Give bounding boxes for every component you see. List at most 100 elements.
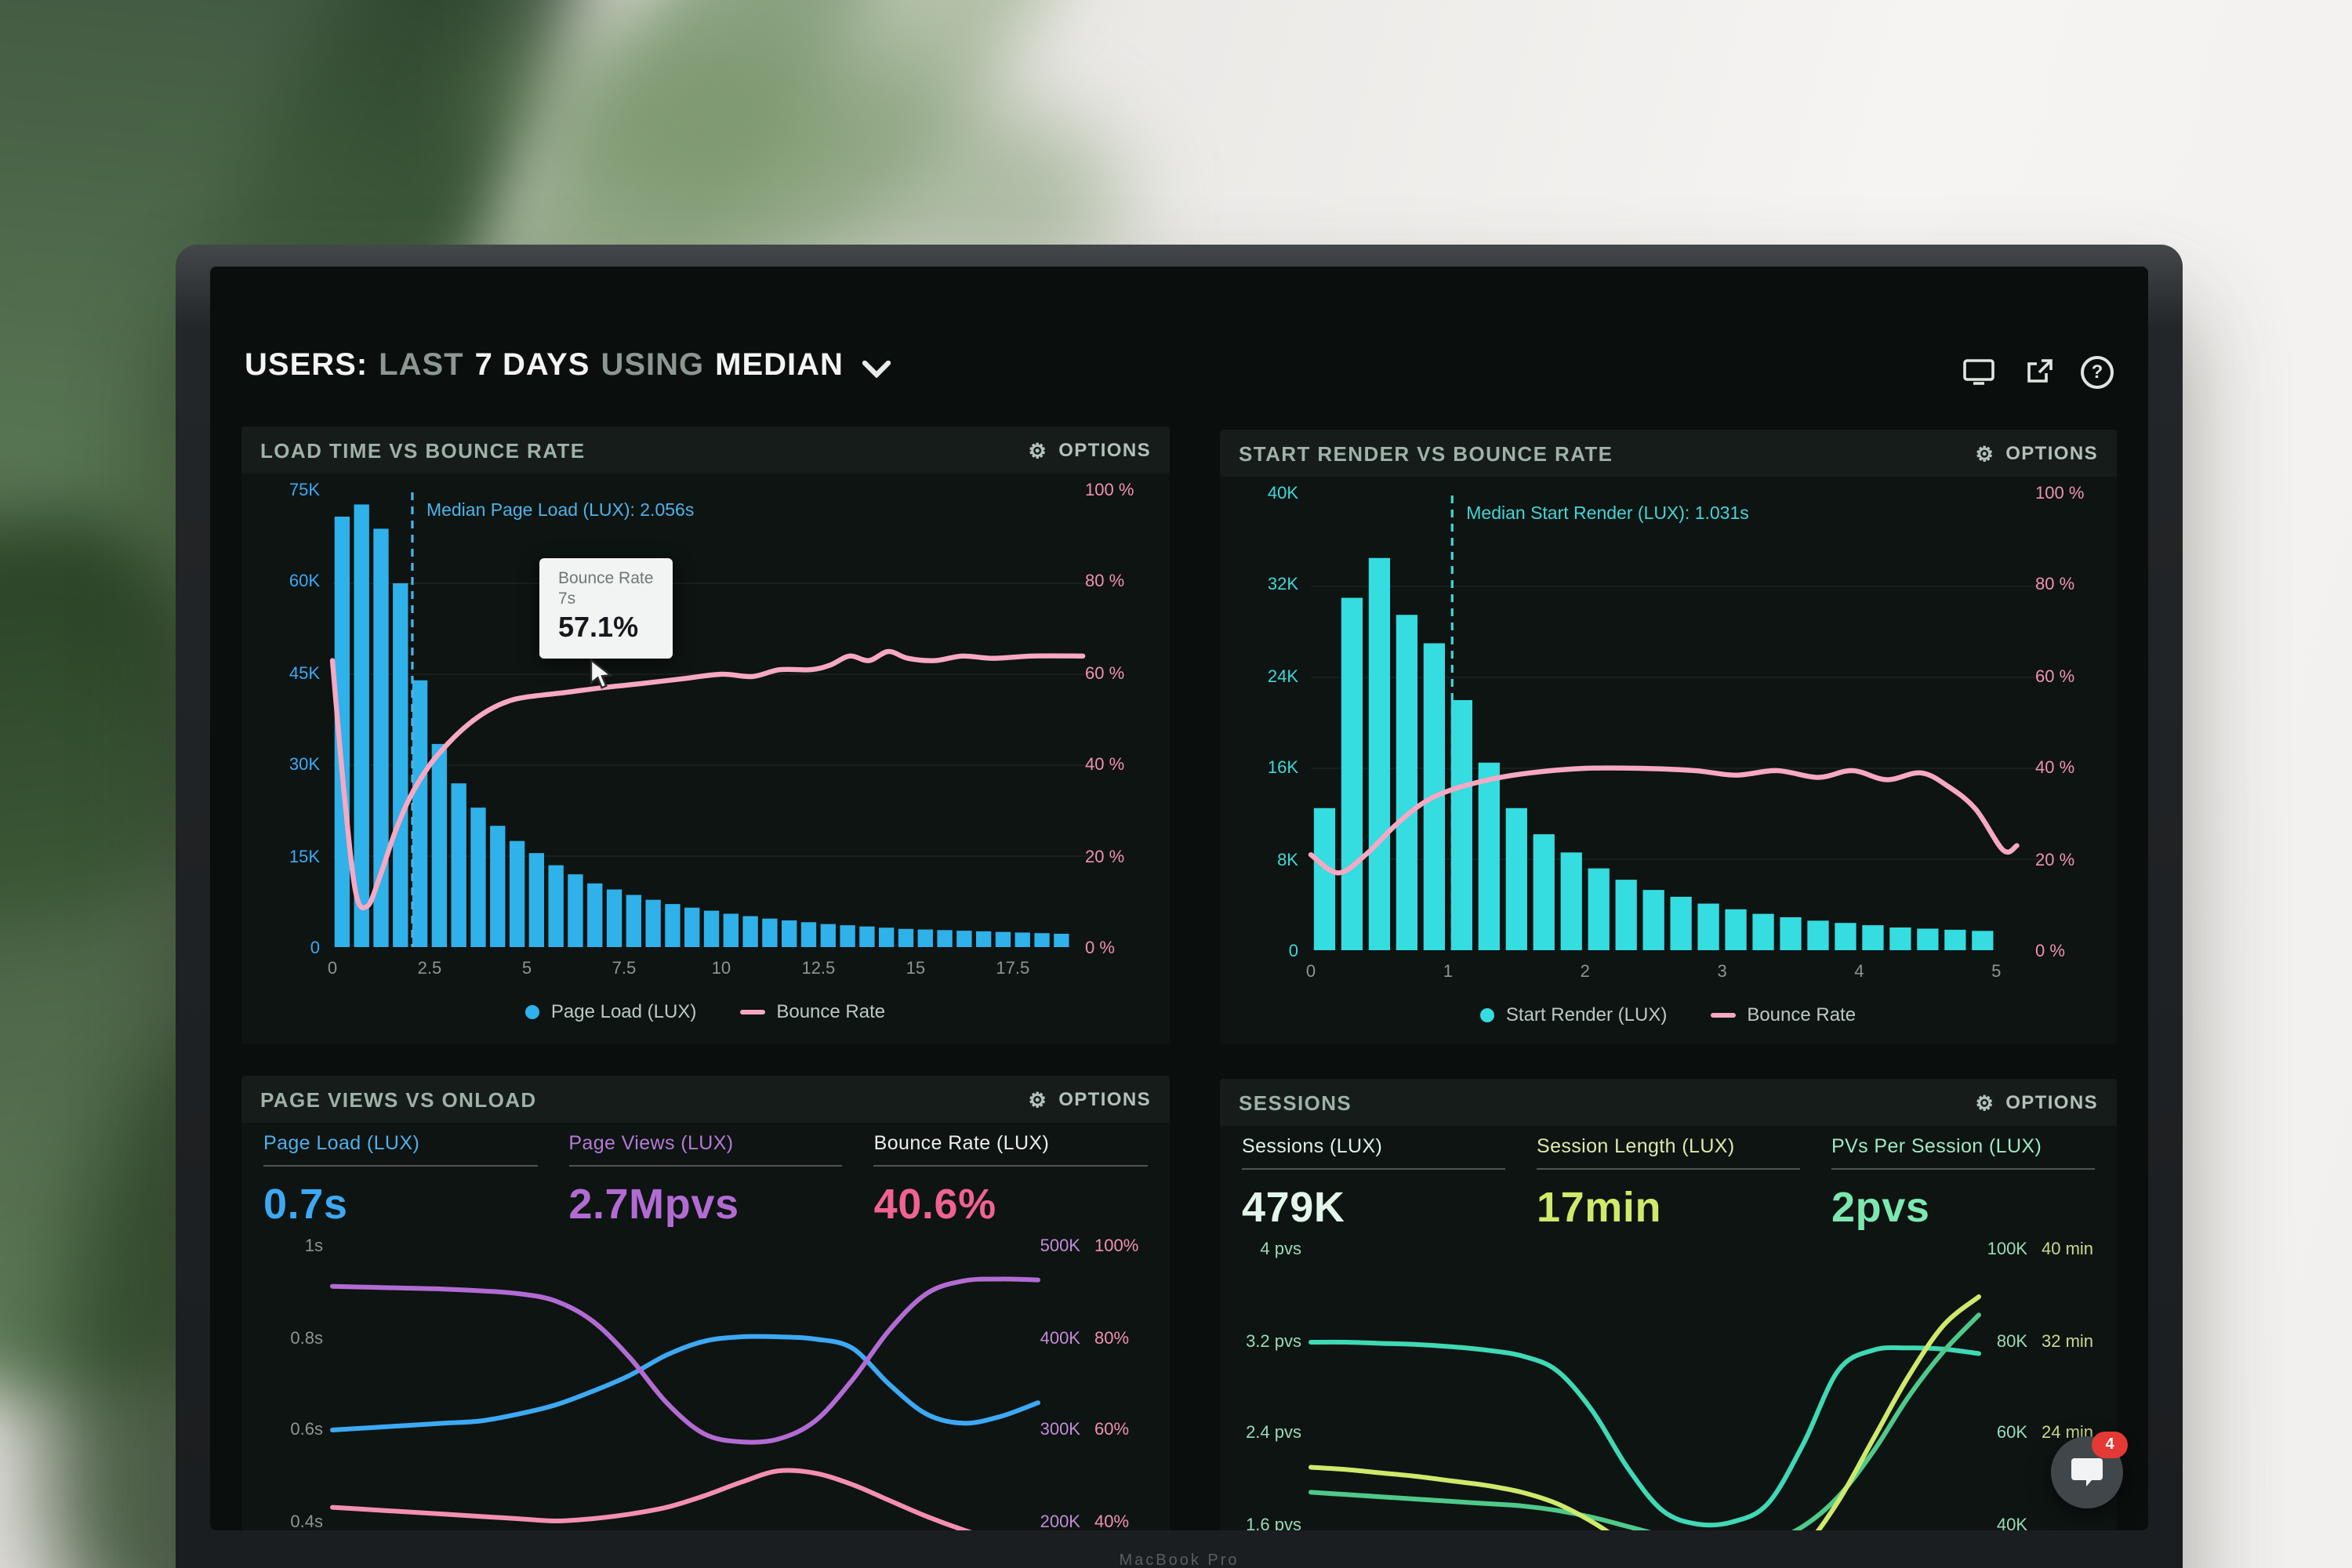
y-axis-left: 1s 0.8s 0.6s 0.4s (251, 1237, 323, 1530)
axis-tick: 0 % (1085, 938, 1115, 958)
options-button[interactable]: ⚙ OPTIONS (1028, 439, 1151, 461)
mouse-cursor (590, 659, 613, 689)
chart-plot[interactable] (329, 492, 1094, 947)
axis-tick-row: 40K (1974, 1516, 2107, 1530)
axis-tick: 16K (1267, 759, 1298, 779)
metric-row: Sessions (LUX) 479K Session Length (LUX) 1… (1242, 1135, 2095, 1232)
chevron-down-icon (862, 360, 891, 377)
axis-tick: 2.5 (417, 960, 442, 978)
axis-tick-row: 100K 40 min (1974, 1240, 2107, 1259)
options-button[interactable]: ⚙ OPTIONS (1975, 1091, 2098, 1113)
help-glyph: ? (2091, 361, 2103, 383)
axis-tick: 0 (310, 938, 320, 958)
axis-tick: 32 min (2042, 1332, 2094, 1352)
axis-tick: 20 % (2035, 851, 2075, 870)
axis-tick: 0 (1288, 942, 1298, 961)
dashboard-screen: USERS: LAST 7 DAYS USING MEDIAN ? LOAD T… (210, 267, 2148, 1530)
legend-item: Start Render (LUX) (1480, 1004, 1668, 1025)
help-icon[interactable]: ? (2081, 355, 2114, 388)
y-axis-left: 75K 60K 45K 30K 15K 0 (248, 481, 320, 958)
legend-label: Start Render (LUX) (1505, 1004, 1668, 1025)
axis-tick: 60K (1996, 1424, 2027, 1443)
header-days: 7 DAYS (474, 348, 590, 383)
axis-tick: 0.6s (290, 1421, 323, 1440)
axis-tick: 200K (1040, 1512, 1080, 1530)
axis-tick: 24K (1267, 667, 1298, 687)
series-line-swatch (1711, 1012, 1737, 1017)
x-axis: 0 2.5 5 7.5 10 12.5 15 17.5 (241, 960, 1170, 982)
sessions-lux--line (1308, 1312, 1981, 1530)
metric-label: PVs Per Session (LUX) (1831, 1135, 2095, 1170)
options-label: OPTIONS (1058, 1088, 1151, 1110)
panel-page-views-vs-onload: PAGE VIEWS VS ONLOAD ⚙ OPTIONS Page Load … (241, 1076, 1170, 1530)
series-line-swatch (740, 1009, 766, 1014)
metric-value: 0.7s (263, 1181, 348, 1228)
chart-plot[interactable] (330, 1239, 1040, 1530)
bounce-rate-line (1308, 765, 2020, 876)
chart-legend: Start Render (LUX) Bounce Rate (1220, 1004, 2117, 1025)
metric-value: 40.6% (873, 1181, 996, 1228)
axis-tick: 40K (1267, 485, 1298, 503)
bounce-rate-line (330, 1468, 972, 1530)
y-axis-left: 4 pvs 3.2 pvs 2.4 pvs 1.6 pvs (1229, 1240, 1301, 1530)
axis-tick: 12.5 (801, 960, 836, 978)
axis-tick: 30K (289, 756, 320, 775)
metric-row: Page Load (LUX) 0.7s Page Views (LUX) 2.7M… (263, 1132, 1148, 1229)
chat-launcher-button[interactable]: 4 (2051, 1432, 2128, 1508)
axis-tick: 40 min (2042, 1240, 2094, 1259)
metric-label: Bounce Rate (LUX) (873, 1132, 1148, 1167)
axis-tick: 100K (1987, 1240, 2027, 1259)
median-annotation: Median Page Load (LUX): 2.056s (426, 502, 695, 521)
axis-tick: 7.5 (612, 960, 637, 978)
axis-tick: 1.6 pvs (1246, 1515, 1301, 1530)
axis-tick: 40 % (2035, 759, 2075, 779)
metric-value: 2pvs (1831, 1184, 1930, 1231)
display-icon[interactable] (1962, 354, 1996, 389)
tooltip-value: 57.1% (558, 612, 639, 643)
y-axis-right: 100 % 80 % 60 % 40 % 20 % 0 % (2035, 485, 2114, 961)
page-load-lux--line (330, 1334, 1040, 1432)
options-label: OPTIONS (2005, 1091, 2098, 1113)
options-button[interactable]: ⚙ OPTIONS (1975, 442, 2098, 464)
metric-value: 2.7Mpvs (568, 1181, 739, 1228)
axis-tick: 100 % (2035, 485, 2085, 503)
gear-icon: ⚙ (1975, 441, 1995, 465)
chart-plot[interactable] (1308, 495, 2042, 950)
panel-header: PAGE VIEWS VS ONLOAD ⚙ OPTIONS (241, 1076, 1170, 1123)
session-length-lux--line (1308, 1294, 1981, 1530)
axis-tick: 40% (1094, 1512, 1130, 1530)
axis-tick: 15K (289, 848, 320, 867)
axis-tick: 0 (327, 960, 338, 978)
axis-tick: 80 % (2035, 575, 2075, 595)
page-views-lux--line (330, 1276, 1040, 1445)
axis-tick: 5 (1991, 963, 2002, 982)
chart-legend: Page Load (LUX) Bounce Rate (241, 1000, 1170, 1022)
axis-tick: 8K (1277, 851, 1298, 870)
header-last: LAST (379, 348, 464, 383)
bars-start_render_vs_bounce_rate (1313, 557, 1994, 950)
axis-tick: 5 (521, 960, 532, 978)
panel-title: SESSIONS (1239, 1091, 1352, 1114)
users-median-dropdown[interactable]: USERS: LAST 7 DAYS USING MEDIAN (245, 348, 891, 384)
laptop: USERS: LAST 7 DAYS USING MEDIAN ? LOAD T… (176, 245, 2183, 1568)
axis-tick: 40K (1996, 1515, 2027, 1530)
chat-bubble-icon (2071, 1458, 2103, 1486)
median-annotation: Median Start Render (LUX): 1.031s (1466, 505, 1749, 524)
tooltip-series-key: 7s (558, 590, 576, 608)
legend-label: Bounce Rate (1747, 1004, 1857, 1025)
notification-badge: 4 (2092, 1432, 2128, 1458)
share-icon[interactable] (2021, 354, 2056, 389)
options-button[interactable]: ⚙ OPTIONS (1028, 1088, 1151, 1110)
panel-start-render-vs-bounce-rate: START RENDER VS BOUNCE RATE ⚙ OPTIONS 40K… (1220, 430, 2117, 1044)
axis-tick: 0.4s (290, 1512, 323, 1530)
panel-header: LOAD TIME VS BOUNCE RATE ⚙ OPTIONS (241, 426, 1170, 474)
axis-tick-row: 200K 40% (1027, 1513, 1160, 1530)
chart-plot[interactable] (1308, 1242, 1981, 1530)
gear-icon: ⚙ (1028, 438, 1048, 462)
gear-icon: ⚙ (1975, 1091, 1995, 1114)
metric-page-load: Page Load (LUX) 0.7s (263, 1132, 538, 1229)
metric-label: Sessions (LUX) (1242, 1135, 1505, 1170)
tooltip-title: Bounce Rate (558, 569, 654, 588)
axis-tick (2042, 1516, 2107, 1530)
